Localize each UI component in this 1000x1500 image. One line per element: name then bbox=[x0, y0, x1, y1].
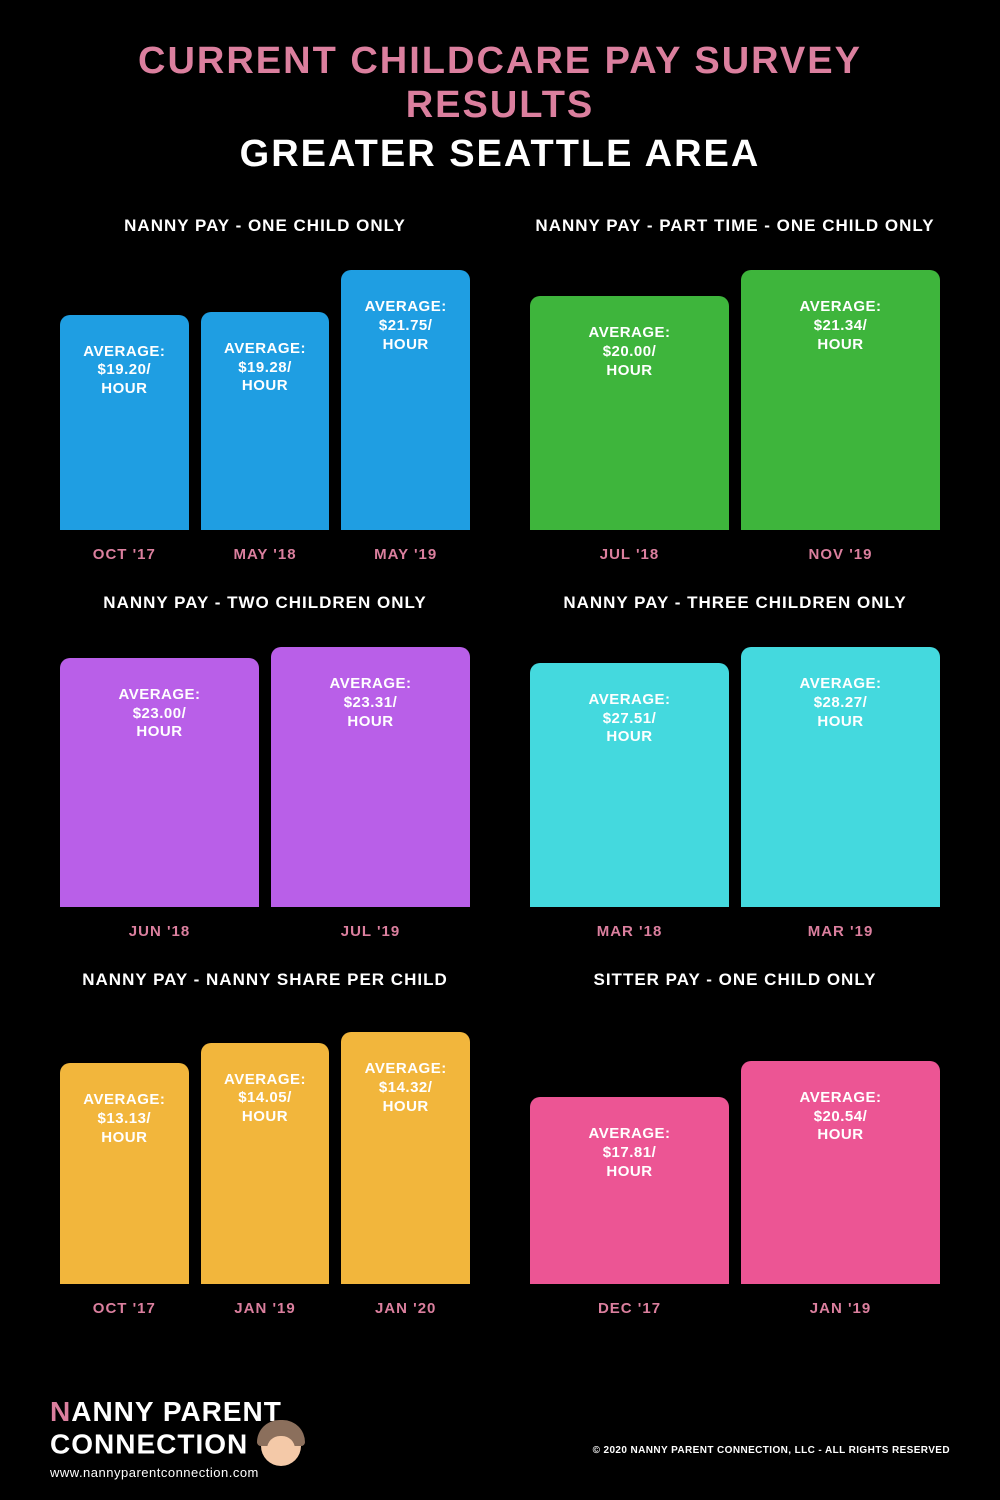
bars-area: AVERAGE:$27.51/HOUR AVERAGE:$28.27/HOUR bbox=[520, 647, 950, 907]
bar-value-label: AVERAGE:$14.05/HOUR bbox=[218, 1071, 312, 1127]
x-axis-label: JAN '19 bbox=[741, 1300, 940, 1317]
chart-3: NANNY PAY - THREE CHILDREN ONLY AVERAGE:$… bbox=[520, 593, 950, 940]
bars-area: AVERAGE:$13.13/HOUR AVERAGE:$14.05/HOUR AV… bbox=[50, 1024, 480, 1284]
bar: AVERAGE:$27.51/HOUR bbox=[530, 663, 729, 907]
x-axis-label: OCT '17 bbox=[60, 1300, 189, 1317]
chart-2: NANNY PAY - TWO CHILDREN ONLY AVERAGE:$23… bbox=[50, 593, 480, 940]
bar: AVERAGE:$19.28/HOUR bbox=[201, 312, 330, 530]
bar: AVERAGE:$23.00/HOUR bbox=[60, 658, 259, 908]
bar: AVERAGE:$20.00/HOUR bbox=[530, 296, 729, 530]
x-axis-labels: OCT '17 MAY '18 MAY '19 bbox=[50, 546, 480, 563]
bar-value-label: AVERAGE:$21.75/HOUR bbox=[359, 298, 453, 354]
x-axis-label: NOV '19 bbox=[741, 546, 940, 563]
bar-value-label: AVERAGE:$19.28/HOUR bbox=[218, 340, 312, 396]
logo-line-2: CONNECTION bbox=[50, 1426, 301, 1466]
page-subtitle: GREATER SEATTLE AREA bbox=[50, 133, 950, 176]
x-axis-label: OCT '17 bbox=[60, 546, 189, 563]
bar-value-label: AVERAGE:$23.00/HOUR bbox=[112, 686, 206, 742]
chart-title: NANNY PAY - TWO CHILDREN ONLY bbox=[50, 593, 480, 633]
bar-value-label: AVERAGE:$28.27/HOUR bbox=[793, 675, 887, 731]
x-axis-label: JUL '18 bbox=[530, 546, 729, 563]
chart-1: NANNY PAY - PART TIME - ONE CHILD ONLY AV… bbox=[520, 216, 950, 563]
bar: AVERAGE:$21.75/HOUR bbox=[341, 270, 470, 530]
nanny-face-icon bbox=[261, 1426, 301, 1466]
logo-line1-rest: ANNY PARENT bbox=[71, 1396, 282, 1427]
chart-title: NANNY PAY - PART TIME - ONE CHILD ONLY bbox=[520, 216, 950, 256]
infographic-container: CURRENT CHILDCARE PAY SURVEY RESULTS GRE… bbox=[0, 0, 1000, 1317]
bar-value-label: AVERAGE:$13.13/HOUR bbox=[77, 1091, 171, 1147]
bar: AVERAGE:$17.81/HOUR bbox=[530, 1097, 729, 1284]
bars-area: AVERAGE:$20.00/HOUR AVERAGE:$21.34/HOUR bbox=[520, 270, 950, 530]
copyright-text: © 2020 NANNY PARENT CONNECTION, LLC - AL… bbox=[593, 1445, 950, 1456]
bar-value-label: AVERAGE:$21.34/HOUR bbox=[793, 298, 887, 354]
chart-title: NANNY PAY - ONE CHILD ONLY bbox=[50, 216, 480, 256]
x-axis-labels: MAR '18 MAR '19 bbox=[520, 923, 950, 940]
bar-value-label: AVERAGE:$23.31/HOUR bbox=[323, 675, 417, 731]
bar-value-label: AVERAGE:$19.20/HOUR bbox=[77, 343, 171, 399]
title-line-1: CURRENT CHILDCARE PAY SURVEY bbox=[138, 40, 862, 82]
chart-title: NANNY PAY - THREE CHILDREN ONLY bbox=[520, 593, 950, 633]
x-axis-labels: DEC '17 JAN '19 bbox=[520, 1300, 950, 1317]
chart-0: NANNY PAY - ONE CHILD ONLY AVERAGE:$19.20… bbox=[50, 216, 480, 563]
x-axis-label: JUN '18 bbox=[60, 923, 259, 940]
x-axis-label: JAN '20 bbox=[341, 1300, 470, 1317]
chart-5: SITTER PAY - ONE CHILD ONLY AVERAGE:$17.8… bbox=[520, 970, 950, 1317]
x-axis-label: MAR '18 bbox=[530, 923, 729, 940]
x-axis-label: MAY '18 bbox=[201, 546, 330, 563]
x-axis-label: MAY '19 bbox=[341, 546, 470, 563]
logo-line2-text: CONNECTION bbox=[50, 1429, 248, 1460]
bar: AVERAGE:$14.32/HOUR bbox=[341, 1032, 470, 1284]
bar-value-label: AVERAGE:$27.51/HOUR bbox=[582, 691, 676, 747]
bar: AVERAGE:$20.54/HOUR bbox=[741, 1061, 940, 1285]
bars-area: AVERAGE:$17.81/HOUR AVERAGE:$20.54/HOUR bbox=[520, 1024, 950, 1284]
x-axis-labels: JUL '18 NOV '19 bbox=[520, 546, 950, 563]
chart-title: SITTER PAY - ONE CHILD ONLY bbox=[520, 970, 950, 1010]
x-axis-label: JAN '19 bbox=[201, 1300, 330, 1317]
bar-value-label: AVERAGE:$20.54/HOUR bbox=[793, 1089, 887, 1145]
logo-line-1: NANNY PARENT bbox=[50, 1397, 301, 1426]
bars-area: AVERAGE:$23.00/HOUR AVERAGE:$23.31/HOUR bbox=[50, 647, 480, 907]
bar: AVERAGE:$28.27/HOUR bbox=[741, 647, 940, 907]
title-line-2: RESULTS bbox=[406, 84, 595, 126]
logo-url: www.nannyparentconnection.com bbox=[50, 1466, 301, 1480]
x-axis-label: JUL '19 bbox=[271, 923, 470, 940]
chart-4: NANNY PAY - NANNY SHARE PER CHILD AVERAGE… bbox=[50, 970, 480, 1317]
footer: NANNY PARENT CONNECTION www.nannyparentc… bbox=[50, 1397, 950, 1480]
bar: AVERAGE:$19.20/HOUR bbox=[60, 315, 189, 531]
x-axis-label: MAR '19 bbox=[741, 923, 940, 940]
bar: AVERAGE:$21.34/HOUR bbox=[741, 270, 940, 530]
bar-value-label: AVERAGE:$20.00/HOUR bbox=[582, 324, 676, 380]
bar: AVERAGE:$23.31/HOUR bbox=[271, 647, 470, 907]
bar-value-label: AVERAGE:$17.81/HOUR bbox=[582, 1125, 676, 1181]
bar: AVERAGE:$14.05/HOUR bbox=[201, 1043, 330, 1285]
x-axis-labels: OCT '17 JAN '19 JAN '20 bbox=[50, 1300, 480, 1317]
logo-text: NANNY PARENT CONNECTION www.nannyparentc… bbox=[50, 1397, 301, 1480]
chart-title: NANNY PAY - NANNY SHARE PER CHILD bbox=[50, 970, 480, 1010]
bars-area: AVERAGE:$19.20/HOUR AVERAGE:$19.28/HOUR AV… bbox=[50, 270, 480, 530]
charts-grid: NANNY PAY - ONE CHILD ONLY AVERAGE:$19.20… bbox=[50, 216, 950, 1317]
page-title: CURRENT CHILDCARE PAY SURVEY RESULTS bbox=[50, 40, 950, 127]
logo: NANNY PARENT CONNECTION www.nannyparentc… bbox=[50, 1397, 950, 1480]
x-axis-labels: JUN '18 JUL '19 bbox=[50, 923, 480, 940]
logo-letter-n: N bbox=[50, 1396, 71, 1427]
bar: AVERAGE:$13.13/HOUR bbox=[60, 1063, 189, 1284]
x-axis-label: DEC '17 bbox=[530, 1300, 729, 1317]
bar-value-label: AVERAGE:$14.32/HOUR bbox=[359, 1060, 453, 1116]
